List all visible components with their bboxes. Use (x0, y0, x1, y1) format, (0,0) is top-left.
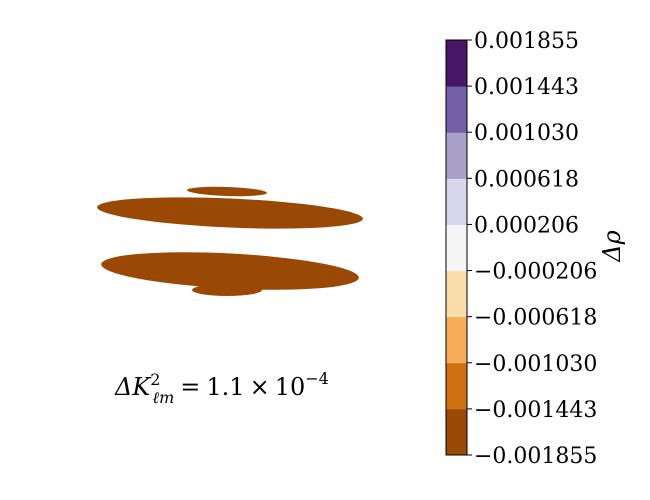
colorbar: −0.001855 −0.001443 −0.001030 −0.000618 −0.0… (445, 29, 597, 469)
annotation-exponent: −4 (305, 369, 329, 388)
colorbar-tick-label: 0.000618 (474, 167, 579, 192)
colorbar-tick-label: −0.001443 (474, 398, 597, 423)
contour-region-upper-lobe (97, 197, 363, 229)
colorbar-frame (445, 39, 468, 456)
annotation-superscript: 2 (150, 370, 160, 389)
contour-region-lower-small-lobe (192, 284, 262, 296)
colorbar-swatch (446, 178, 467, 225)
colorbar-label: Δρ (598, 230, 626, 262)
colorbar-tick-label: 0.000206 (474, 213, 579, 238)
colorbar-tick-label: −0.001030 (474, 352, 597, 377)
colorbar-tick-label: −0.001855 (474, 444, 597, 469)
colorbar-swatch (446, 132, 467, 179)
density-contour-field (97, 186, 363, 296)
colorbar-swatch (446, 408, 467, 456)
annotation-mantissa: 1.1 (206, 373, 244, 401)
colorbar-swatch (446, 316, 467, 364)
annotation-lhs: ΔK (114, 373, 152, 401)
annotation-base: 10 (275, 373, 306, 401)
annotation-equals: = (180, 373, 200, 401)
colorbar-tick-label: 0.001855 (474, 29, 579, 54)
colorbar-tick-label: −0.000618 (474, 306, 597, 331)
colorbar-swatch (446, 224, 467, 272)
colorbar-tick-label: 0.001443 (474, 75, 579, 100)
contour-region-upper-small-lobe (187, 186, 267, 197)
colorbar-tick-label: 0.001030 (474, 121, 579, 146)
contour-region-lower-lobe (101, 252, 359, 290)
colorbar-swatch (446, 40, 467, 87)
delta-k-annotation: ΔK2 ℓm = 1.1 × 10−4 (114, 369, 329, 407)
colorbar-swatch (446, 270, 467, 318)
colorbar-swatch (446, 86, 467, 133)
colorbar-tick-label: −0.000206 (474, 260, 597, 285)
annotation-times: × (250, 373, 270, 401)
colorbar-swatch (446, 362, 467, 410)
annotation-subscript: ℓm (152, 388, 174, 407)
